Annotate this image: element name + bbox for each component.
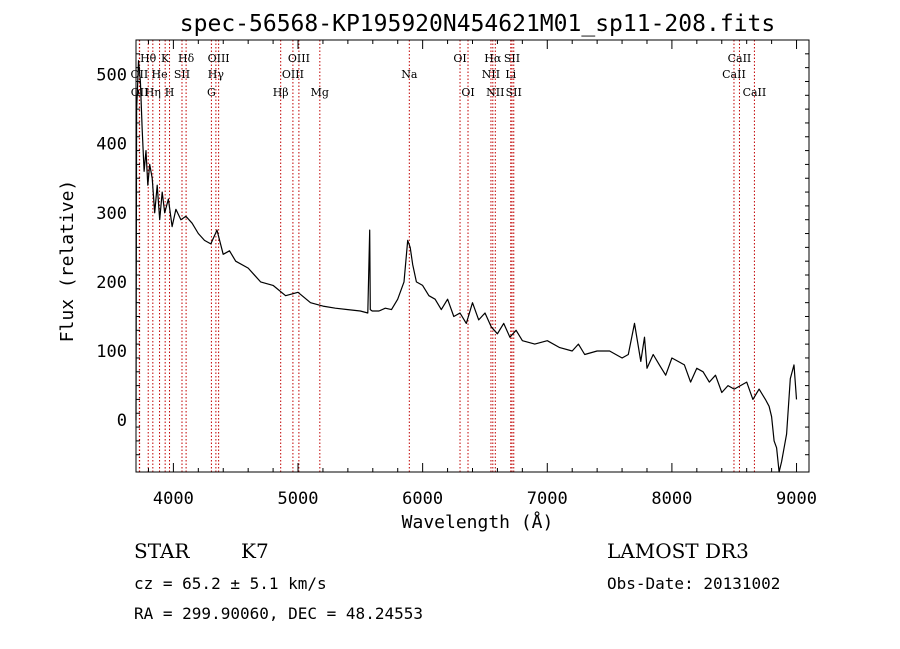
survey-label: LAMOST DR3 — [607, 539, 749, 563]
y-tick-label: 300 — [96, 204, 127, 224]
line-label-19: Hα — [484, 52, 502, 65]
line-label-9: OIII — [208, 52, 230, 65]
line-label-0: Hθ — [140, 52, 157, 65]
y-tick-label: 400 — [96, 135, 127, 155]
line-label-16: Na — [401, 68, 418, 81]
line-label-15: Mg — [311, 86, 329, 99]
x-tick-label: 6000 — [402, 489, 443, 509]
line-label-26: CaII — [722, 68, 746, 81]
line-label-2: OII — [131, 86, 149, 99]
y-tick-label: 200 — [96, 273, 127, 293]
chart-title: spec-56568-KP195920N454621M01_sp11-208.f… — [180, 11, 775, 37]
x-tick-label: 9000 — [776, 489, 817, 509]
line-label-12: Hβ — [273, 86, 289, 99]
line-label-11: G — [207, 86, 216, 99]
x-tick-label: 4000 — [153, 489, 194, 509]
x-tick-label: 5000 — [278, 489, 319, 509]
line-label-4: Hη — [145, 86, 161, 99]
line-label-25: CaII — [728, 52, 752, 65]
y-tick-label: 0 — [117, 411, 127, 431]
plot-frame — [135, 39, 810, 473]
line-label-21: NII — [486, 86, 504, 99]
line-label-20: NII — [482, 68, 500, 81]
x-tick-label: 7000 — [527, 489, 568, 509]
y-tick-label: 500 — [96, 66, 127, 86]
line-label-7: SII — [174, 68, 190, 81]
obs-date-label: Obs-Date: 20131002 — [607, 574, 781, 593]
object-subclass: K7 — [241, 539, 269, 563]
y-tick-label: 100 — [96, 342, 127, 362]
line-label-24: SII — [506, 86, 522, 99]
line-label-8: Hδ — [178, 52, 195, 65]
line-label-18: OI — [461, 86, 474, 99]
line-label-14: OIII — [282, 68, 304, 81]
x-tick-label: 8000 — [651, 489, 692, 509]
redshift-label: cz = 65.2 ± 5.1 km/s — [134, 574, 327, 593]
line-label-27: CaII — [743, 86, 767, 99]
line-label-13: OIII — [288, 52, 310, 65]
line-label-3: K — [161, 52, 170, 65]
series-flux — [135, 60, 798, 473]
coords-label: RA = 299.90060, DEC = 48.24553 — [134, 604, 423, 623]
object-class: STAR — [134, 539, 190, 563]
line-label-17: OI — [453, 52, 466, 65]
x-axis-label: Wavelength (Å) — [402, 511, 554, 533]
line-label-23: Li — [505, 68, 516, 81]
y-axis-label: Flux (relative) — [57, 180, 78, 343]
line-label-22: SII — [504, 52, 520, 65]
line-label-5: He — [152, 68, 168, 81]
line-label-10: Hγ — [208, 68, 225, 81]
line-label-6: H — [165, 86, 175, 99]
